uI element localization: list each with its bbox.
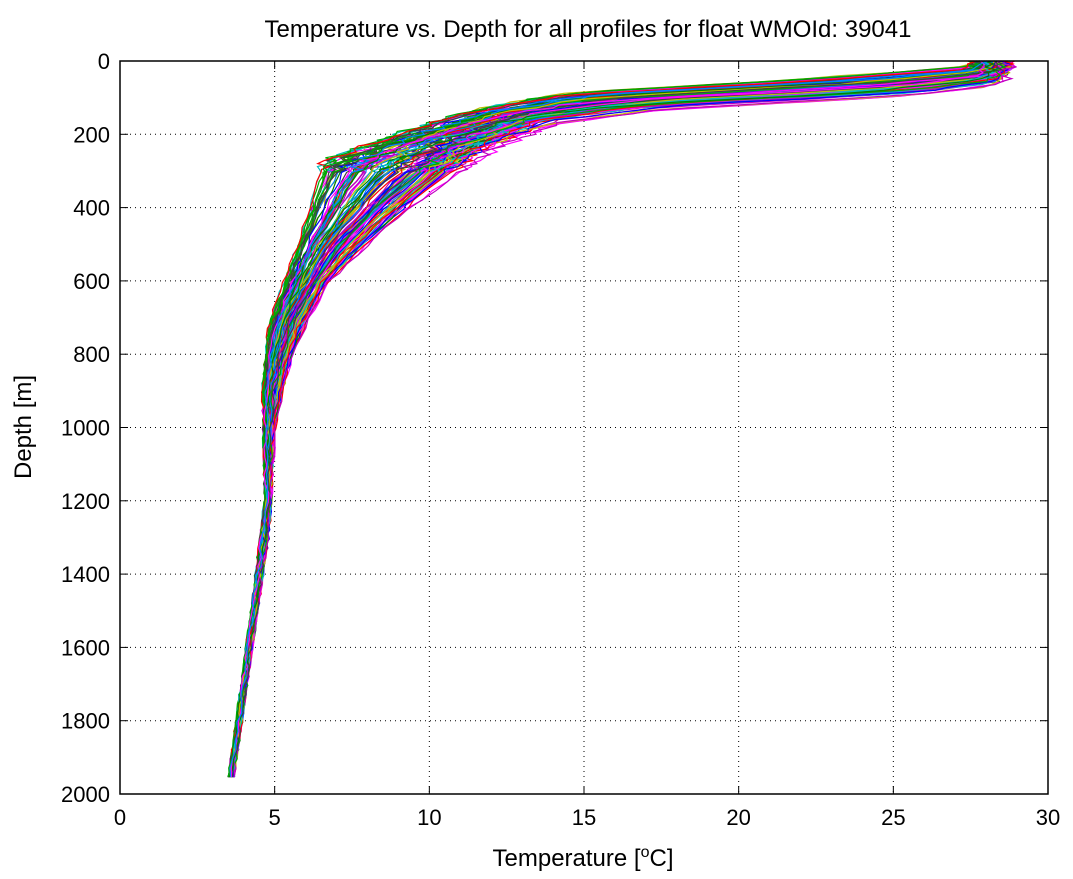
profile-line <box>230 60 985 778</box>
x-tick-label: 30 <box>1036 805 1060 830</box>
grid <box>120 61 1048 794</box>
plot-frame <box>119 60 1049 795</box>
x-axis-label: Temperature [oC] <box>493 844 674 872</box>
y-tick-label: 2000 <box>61 782 110 807</box>
y-axis-label: Depth [m] <box>10 375 37 479</box>
x-axis-ticks: 0 5 10 15 20 25 30 <box>114 61 1060 830</box>
x-tick-label: 25 <box>881 805 905 830</box>
y-tick-label: 1800 <box>61 709 110 734</box>
y-tick-label: 1400 <box>61 562 110 587</box>
y-tick-label: 1600 <box>61 635 110 660</box>
x-tick-label: 20 <box>726 805 750 830</box>
x-tick-label: 10 <box>417 805 441 830</box>
chart-title: Temperature vs. Depth for all profiles f… <box>265 16 912 43</box>
y-tick-label: 1200 <box>61 489 110 514</box>
y-axis-ticks: 0 200 400 600 800 1000 1200 1400 1600 1800 2000 <box>61 49 1048 807</box>
profile-lines <box>227 60 1017 778</box>
y-tick-label: 1000 <box>61 416 110 441</box>
y-tick-label: 600 <box>73 269 110 294</box>
x-tick-label: 5 <box>269 805 281 830</box>
y-tick-label: 800 <box>73 342 110 367</box>
x-tick-label: 0 <box>114 805 126 830</box>
profile-line <box>231 60 1004 778</box>
y-tick-label: 200 <box>73 122 110 147</box>
x-tick-label: 15 <box>572 805 596 830</box>
profile-line <box>229 60 989 778</box>
y-tick-label: 400 <box>73 196 110 221</box>
y-tick-label: 0 <box>98 49 110 74</box>
